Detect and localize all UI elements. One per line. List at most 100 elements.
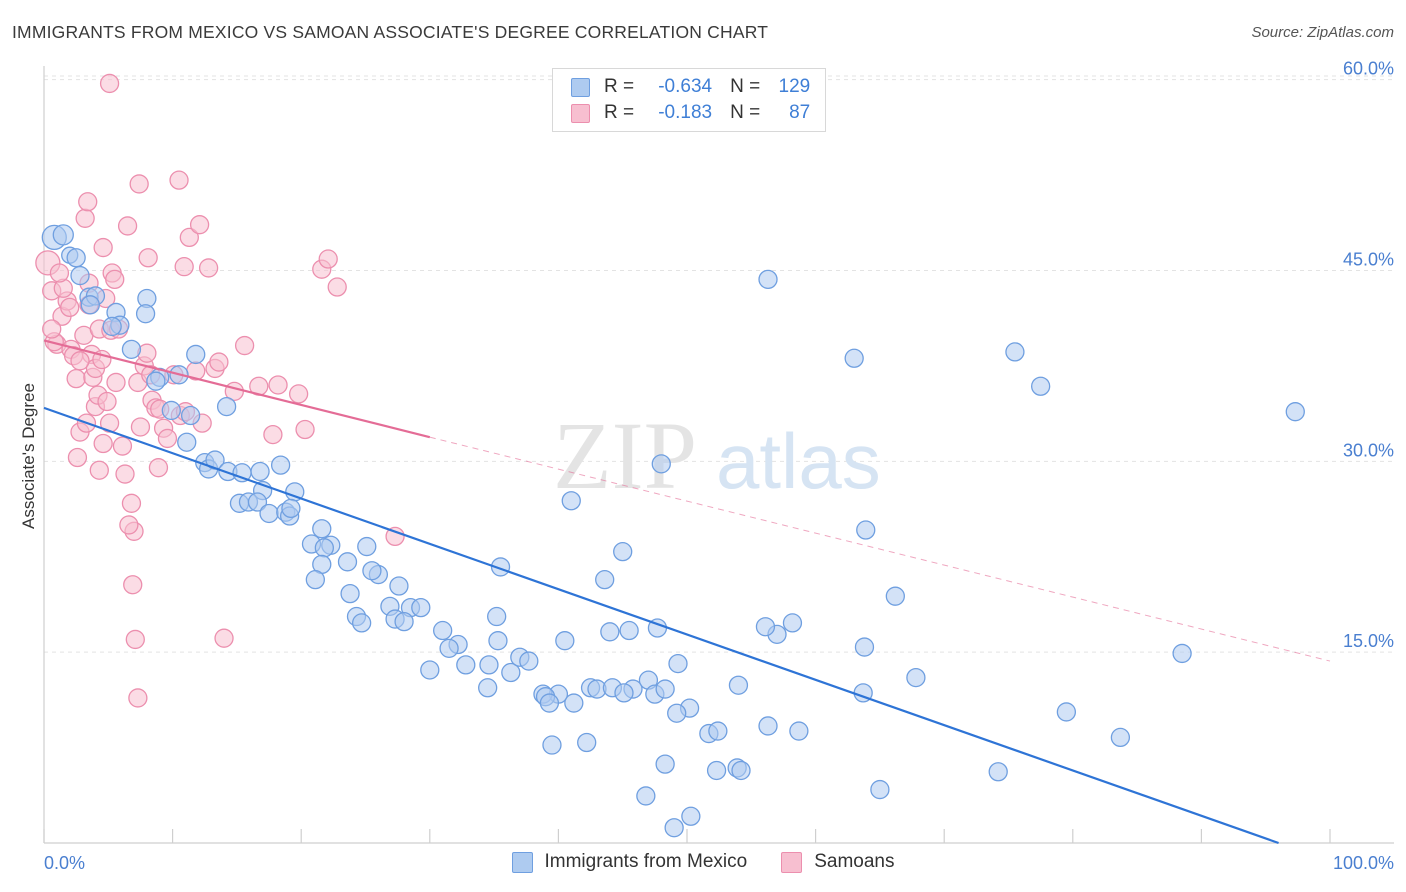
mexico-point bbox=[456, 655, 476, 675]
mexico-point bbox=[755, 617, 776, 637]
samoans-point bbox=[42, 319, 62, 339]
mexico-point bbox=[70, 265, 90, 286]
samoans-point bbox=[189, 215, 210, 235]
mexico-point bbox=[337, 552, 358, 572]
samoans-point bbox=[148, 458, 169, 478]
samoans-point bbox=[105, 269, 125, 290]
samoans-point bbox=[93, 237, 113, 258]
mexico-point bbox=[782, 613, 803, 633]
samoans-point bbox=[130, 417, 151, 437]
samoans-point bbox=[234, 335, 255, 356]
mexico-point bbox=[619, 620, 639, 641]
legend-n-value: 129 bbox=[778, 76, 811, 97]
mexico-point bbox=[439, 638, 459, 658]
samoans-point bbox=[179, 227, 199, 248]
mexico-point bbox=[250, 461, 270, 482]
samoans-point bbox=[119, 515, 139, 535]
mexico-point bbox=[80, 295, 100, 315]
samoans-point bbox=[129, 174, 149, 194]
y-tick-label: 45.0% bbox=[1343, 249, 1394, 269]
mexico-point bbox=[312, 519, 332, 539]
mexico-point bbox=[1285, 402, 1305, 422]
mexico-point bbox=[487, 606, 507, 627]
samoans-point bbox=[125, 629, 145, 650]
y-tick-label: 30.0% bbox=[1343, 440, 1394, 460]
mexico-point bbox=[731, 760, 751, 781]
mexico-point bbox=[186, 344, 206, 365]
trend-lines bbox=[43, 339, 1331, 845]
axes bbox=[43, 66, 1394, 844]
mexico-point bbox=[357, 536, 377, 557]
mexico-point bbox=[664, 818, 684, 838]
samoans-point bbox=[169, 170, 189, 190]
mexico-point bbox=[259, 503, 279, 524]
mexico-point bbox=[708, 721, 728, 741]
watermark-zip: ZIP bbox=[553, 402, 697, 509]
legend-n-value: 87 bbox=[789, 102, 811, 123]
samoans-point bbox=[112, 436, 133, 456]
mexico-point bbox=[270, 455, 291, 475]
mexico-point bbox=[216, 396, 237, 417]
samoans-point bbox=[106, 372, 126, 393]
samoans-point bbox=[117, 216, 138, 236]
mexico-point bbox=[362, 561, 382, 581]
samoans-trend-line bbox=[43, 339, 431, 439]
legend-n-label: N = bbox=[730, 102, 761, 123]
source-note: Source: ZipAtlas.com bbox=[1251, 24, 1394, 41]
mexico-point bbox=[180, 405, 201, 426]
mexico-point bbox=[146, 371, 166, 391]
mexico-point bbox=[488, 631, 508, 651]
legend-swatch-pink bbox=[571, 103, 590, 123]
chart-title: IMMIGRANTS FROM MEXICO VS SAMOAN ASSOCIA… bbox=[12, 22, 769, 42]
mexico-point bbox=[870, 779, 890, 800]
mexico-point bbox=[681, 806, 701, 826]
samoans-point bbox=[93, 433, 113, 454]
mexico-point bbox=[655, 679, 675, 699]
mexico-point bbox=[102, 316, 122, 337]
samoans-point bbox=[60, 297, 80, 318]
samoans-point bbox=[157, 428, 178, 449]
mexico-point bbox=[539, 693, 560, 713]
samoans-point bbox=[121, 493, 142, 513]
mexico-point bbox=[519, 651, 539, 671]
legend-row-samoans: R = -0.183 N = 87 bbox=[571, 101, 810, 125]
mexico-point bbox=[988, 762, 1008, 782]
samoans-point bbox=[198, 258, 219, 278]
mexico-point bbox=[728, 675, 749, 695]
samoans-point bbox=[49, 263, 70, 283]
mexico-point bbox=[247, 492, 268, 512]
mexico-point bbox=[411, 597, 431, 618]
mexico-point bbox=[844, 348, 864, 368]
series-legend: Immigrants from Mexico Samoans bbox=[0, 851, 1406, 873]
samoans-point bbox=[385, 526, 405, 547]
mexico-point bbox=[906, 667, 926, 688]
samoans-point bbox=[318, 249, 338, 269]
mexico-point bbox=[758, 716, 778, 736]
samoans-point bbox=[214, 628, 234, 648]
mexico-point bbox=[636, 786, 656, 806]
mexico-trend-line bbox=[43, 406, 1279, 845]
samoans-point bbox=[78, 192, 98, 212]
mexico-point bbox=[561, 491, 581, 511]
correlation-legend: R = -0.634 N = 129 R = -0.183 N = 87 bbox=[552, 68, 826, 132]
y-tick-label: 60.0% bbox=[1343, 59, 1394, 79]
mexico-point bbox=[501, 662, 521, 683]
y-tick-label: 15.0% bbox=[1343, 631, 1394, 651]
mexico-point bbox=[600, 622, 620, 642]
legend-r-label: R = bbox=[604, 76, 635, 97]
x-tick-label: 0.0% bbox=[44, 853, 85, 873]
mexico-point bbox=[706, 760, 727, 781]
legend-label-samoans: Samoans bbox=[814, 851, 895, 872]
mexico-point bbox=[542, 735, 562, 755]
mexico-point bbox=[885, 586, 905, 606]
mexico-point bbox=[420, 660, 440, 680]
samoans-point bbox=[75, 208, 95, 228]
mexico-point bbox=[66, 248, 86, 268]
samoans-point bbox=[128, 688, 148, 708]
watermark-atlas: atlas bbox=[716, 417, 881, 505]
mexico-point bbox=[1056, 702, 1077, 722]
legend-item-mexico: Immigrants from Mexico bbox=[511, 851, 747, 873]
legend-r-label: R = bbox=[604, 102, 635, 123]
mexico-point bbox=[667, 703, 687, 723]
samoans-point bbox=[138, 248, 158, 268]
